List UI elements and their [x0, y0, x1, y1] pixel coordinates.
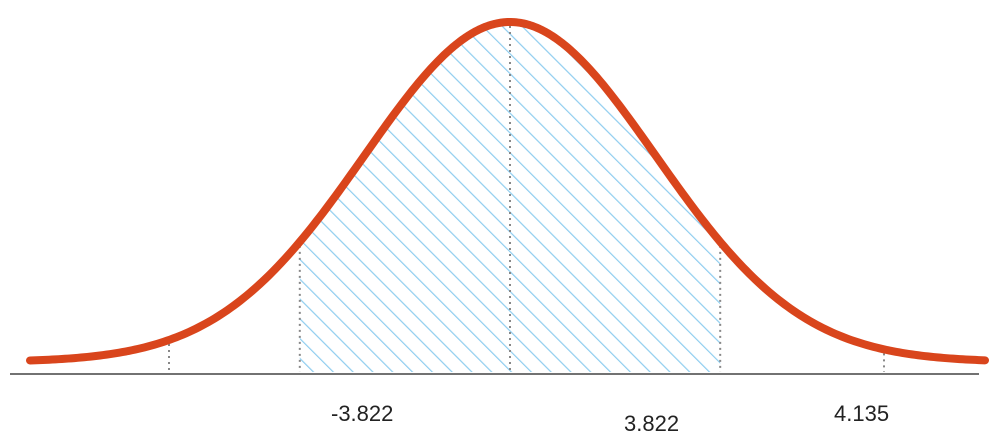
tick-label-pos: 3.822: [624, 411, 679, 432]
tick-label-outer: 4.135: [834, 401, 889, 426]
tick-label-neg: -3.822: [331, 401, 393, 426]
density-curve: [26, 18, 989, 365]
marker-lines: [168, 26, 885, 372]
shaded-region: [299, 22, 721, 372]
